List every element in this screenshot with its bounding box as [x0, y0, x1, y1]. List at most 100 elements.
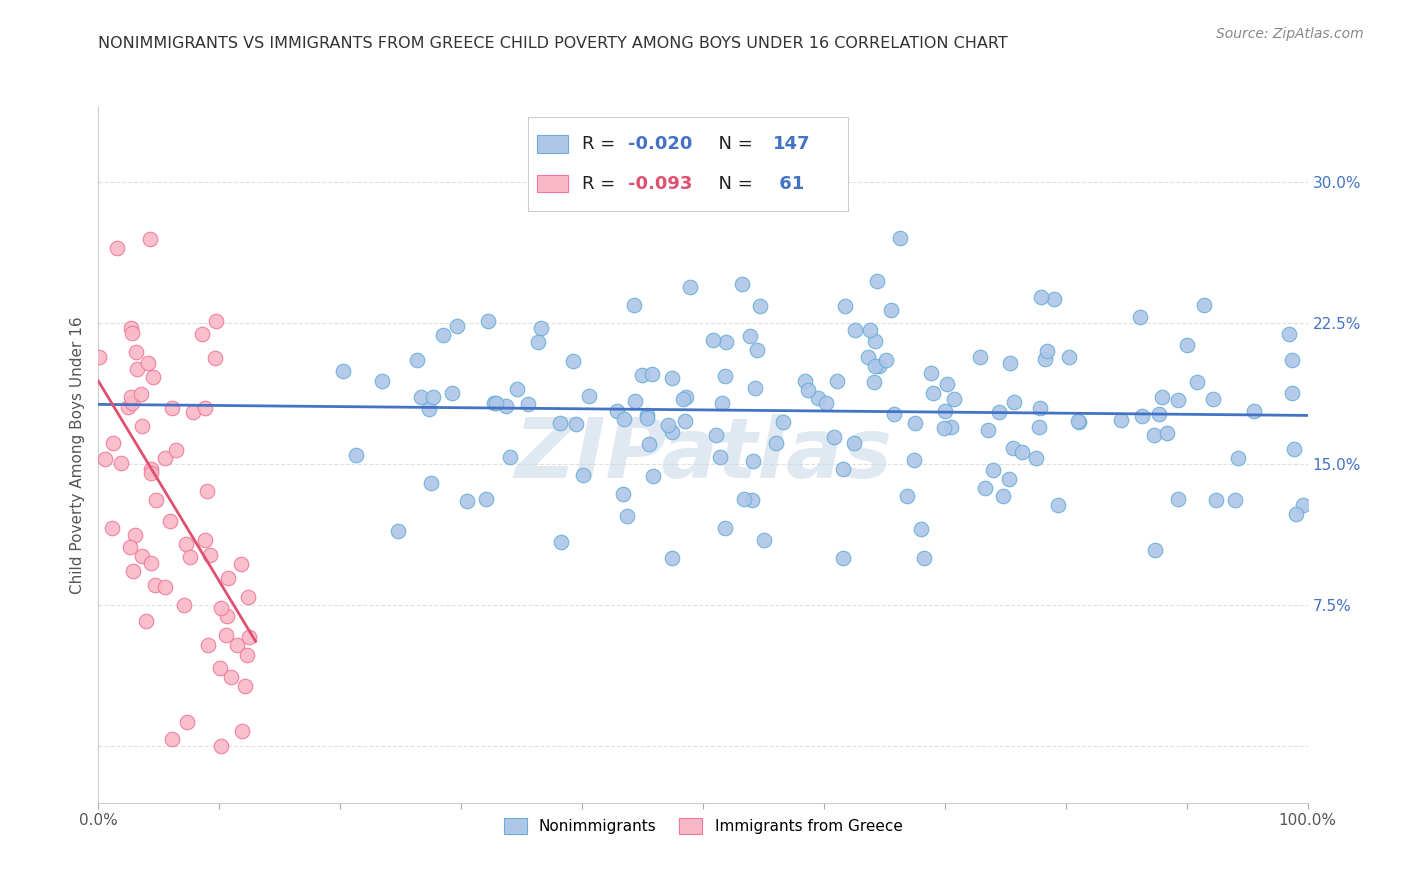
Point — [233, 679, 256, 693]
Point — [110, 456, 132, 470]
Point — [120, 321, 142, 335]
Point — [912, 551, 935, 566]
Point — [904, 416, 927, 430]
Point — [143, 577, 166, 591]
Text: N =: N = — [707, 175, 758, 193]
Point — [714, 369, 737, 384]
Point — [1205, 492, 1227, 507]
Point — [844, 323, 866, 337]
Point — [1175, 338, 1198, 352]
Point — [623, 297, 645, 311]
Point — [1029, 290, 1052, 304]
Point — [636, 408, 658, 422]
Point — [942, 392, 965, 406]
Point — [741, 454, 763, 468]
Point — [101, 436, 124, 450]
Point — [197, 638, 219, 652]
Point — [863, 334, 886, 348]
Point — [145, 492, 167, 507]
Point — [441, 386, 464, 401]
Point — [772, 415, 794, 429]
Point — [865, 274, 887, 288]
Point — [165, 442, 187, 457]
Point — [101, 521, 124, 535]
Point — [834, 299, 856, 313]
Point — [118, 540, 141, 554]
Point — [641, 468, 664, 483]
Point — [94, 452, 117, 467]
Point — [661, 425, 683, 439]
Point — [661, 551, 683, 566]
Point — [217, 609, 239, 624]
Point — [231, 724, 253, 739]
Point — [1285, 507, 1308, 521]
Text: R =: R = — [582, 135, 621, 153]
Point — [191, 327, 214, 342]
Point — [825, 374, 848, 388]
Point — [482, 396, 505, 410]
Point — [714, 521, 737, 535]
Point — [613, 412, 636, 426]
Point — [738, 329, 761, 343]
Point — [209, 739, 232, 754]
Point — [121, 395, 143, 409]
Point — [1025, 450, 1047, 465]
Point — [1129, 310, 1152, 325]
Point — [832, 551, 855, 566]
Point — [657, 418, 679, 433]
Text: -0.020: -0.020 — [628, 135, 692, 153]
Point — [673, 414, 696, 428]
Point — [1046, 499, 1069, 513]
Point — [1043, 292, 1066, 306]
Point — [198, 549, 221, 563]
Point — [344, 448, 367, 462]
Point — [1143, 427, 1166, 442]
Text: NONIMMIGRANTS VS IMMIGRANTS FROM GREECE CHILD POVERTY AMONG BOYS UNDER 16 CORREL: NONIMMIGRANTS VS IMMIGRANTS FROM GREECE … — [98, 36, 1008, 51]
Point — [477, 314, 499, 328]
Point — [1067, 414, 1090, 428]
Point — [1282, 442, 1305, 456]
Point — [1226, 450, 1249, 465]
Point — [418, 402, 440, 417]
Point — [868, 359, 890, 374]
Point — [409, 391, 432, 405]
Text: N =: N = — [707, 135, 758, 153]
Point — [194, 533, 217, 547]
Point — [709, 450, 731, 464]
Point — [1167, 393, 1189, 408]
Point — [1281, 386, 1303, 401]
Point — [796, 383, 818, 397]
Point — [221, 670, 243, 684]
Point — [139, 556, 162, 570]
Point — [422, 390, 444, 404]
Point — [754, 533, 776, 547]
Point — [672, 392, 695, 406]
Point — [209, 600, 232, 615]
Text: 61: 61 — [773, 175, 804, 193]
Point — [998, 472, 1021, 486]
Point — [217, 571, 239, 585]
Point — [831, 462, 853, 476]
Point — [606, 404, 628, 418]
Point — [998, 356, 1021, 370]
Point — [506, 382, 529, 396]
Point — [641, 367, 664, 381]
Point — [744, 381, 766, 395]
Point — [432, 327, 454, 342]
Text: ZIPatlas: ZIPatlas — [515, 415, 891, 495]
Point — [631, 368, 654, 382]
Point — [981, 462, 1004, 476]
Point — [1278, 326, 1301, 341]
Point — [844, 436, 866, 450]
Point — [387, 524, 409, 538]
Point — [675, 390, 697, 404]
Point — [214, 627, 236, 641]
Point — [714, 334, 737, 349]
Point — [612, 487, 634, 501]
Point — [636, 411, 658, 425]
Point — [456, 494, 478, 508]
Point — [1150, 390, 1173, 404]
Point — [991, 489, 1014, 503]
Point — [160, 401, 183, 415]
Point — [1144, 543, 1167, 558]
